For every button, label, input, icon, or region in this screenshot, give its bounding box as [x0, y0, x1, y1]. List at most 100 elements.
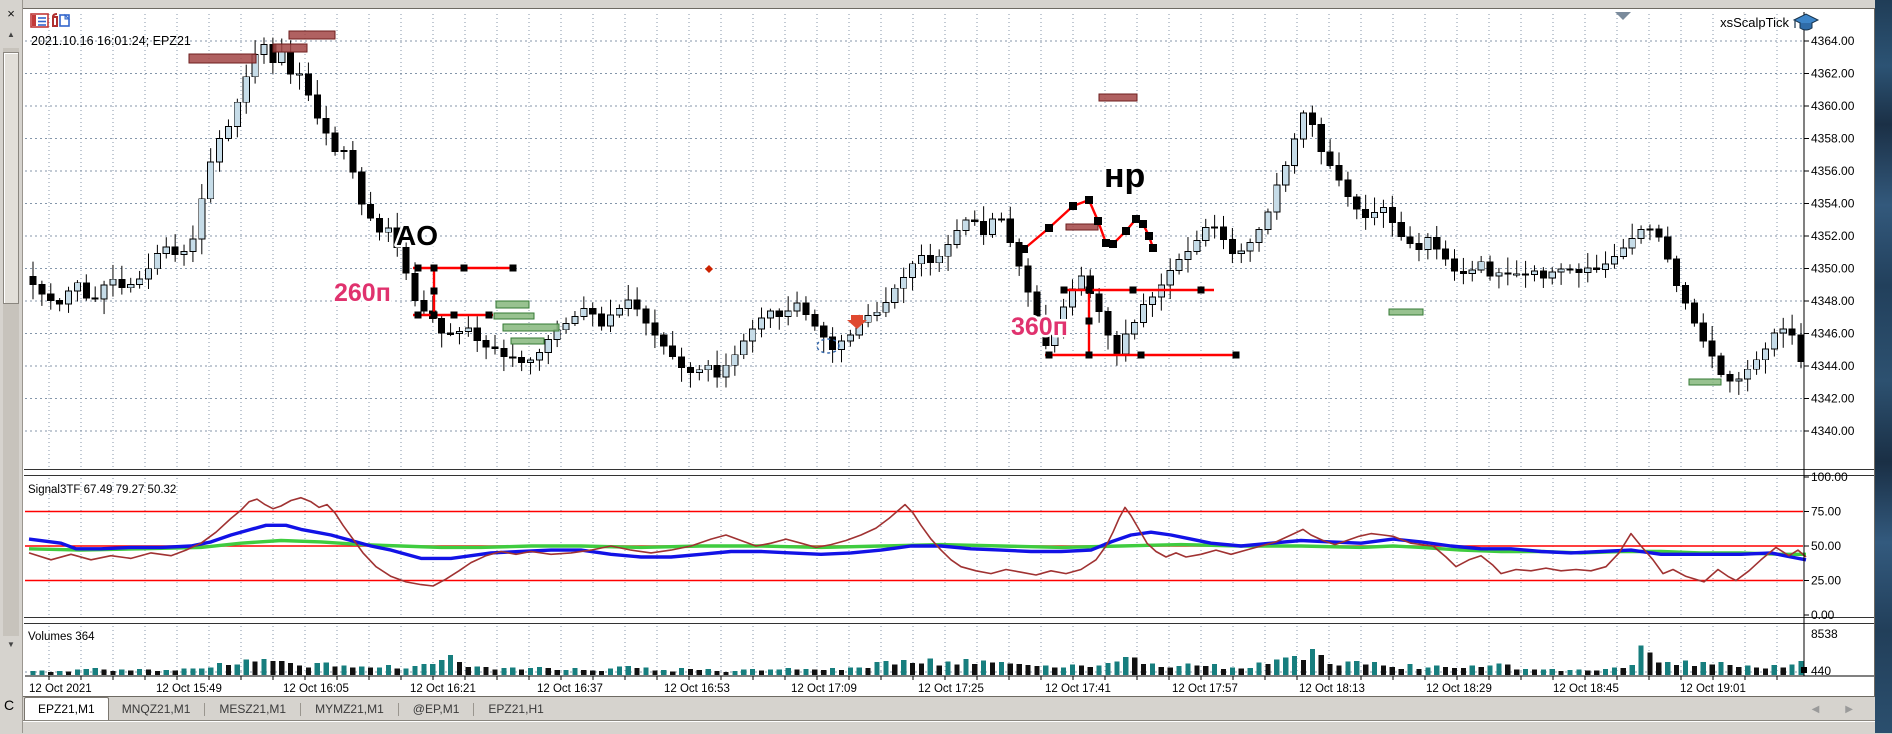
docked-panel-strip: × ▲ ▼ C [0, 0, 23, 733]
tab-ep-m1[interactable]: @EP,M1 [412, 701, 460, 716]
drag-handle [485, 311, 493, 319]
annotation-text: AO [396, 220, 438, 251]
drag-handle [450, 311, 458, 319]
time-tick-label: 12 Oct 17:25 [918, 683, 984, 695]
oscillator-line-fast [28, 496, 1807, 587]
drag-handle [1149, 244, 1157, 252]
price-tick-label: 4352.00 [1811, 229, 1855, 243]
time-tick-label: 12 Oct 17:09 [791, 683, 857, 695]
highlight-ellipse [816, 338, 840, 354]
desktop-background [1875, 0, 1892, 733]
AO-tool[interactable] [413, 264, 517, 319]
tab-scroll-right-icon[interactable]: ▶ [1845, 703, 1853, 715]
scrollbar-track[interactable] [3, 48, 19, 636]
drag-handle [1085, 317, 1093, 325]
tab-scroll-left-icon[interactable]: ◀ [1811, 703, 1820, 715]
candlestick-series [29, 37, 1805, 395]
tab-separator [300, 702, 302, 716]
volume-panel: Volumes 364 [28, 631, 1804, 675]
drag-handle [509, 264, 517, 272]
drag-handle [1045, 351, 1053, 359]
tab-epz21-h1[interactable]: EPZ21,H1 [488, 701, 544, 716]
time-tick-label: 12 Oct 17:57 [1172, 683, 1238, 695]
right-shift-triangle-icon [1615, 12, 1631, 20]
drag-handle [1122, 227, 1130, 235]
time-tick-label: 12 Oct 16:53 [664, 683, 730, 695]
price-tick-label: 4354.00 [1811, 197, 1855, 211]
price-tick-label: 4340.00 [1811, 424, 1855, 438]
scroll-down-icon[interactable]: ▼ [7, 640, 15, 649]
360-tool[interactable] [1045, 286, 1240, 359]
price-tick-label: 4348.00 [1811, 294, 1855, 308]
time-tick-label: 12 Oct 16:05 [283, 683, 349, 695]
drag-handle [1129, 286, 1137, 294]
tab-separator [397, 702, 399, 716]
zigzag-tool[interactable] [1020, 196, 1157, 253]
drag-handle [430, 287, 438, 295]
drag-handle [1069, 202, 1077, 210]
close-icon[interactable]: × [7, 6, 15, 21]
drag-handle [1132, 215, 1140, 223]
tab-separator [204, 702, 206, 716]
tab-mymz21-m1[interactable]: MYMZ21,M1 [315, 701, 384, 716]
drag-handle [1020, 245, 1028, 253]
drag-handle [1085, 196, 1093, 204]
time-tick-label: 12 Oct 15:49 [156, 683, 222, 695]
price-axis: 4340.00 4342.00 4344.00 4346.00 4348.00 4350.… [1801, 34, 1855, 678]
volume-label: Volumes 364 [28, 631, 95, 643]
tab-mesz21-m1[interactable]: MESZ21,M1 [219, 701, 287, 716]
time-tick-label: 12 Oct 19:01 [1680, 683, 1746, 695]
volume-current-marker [1801, 667, 1807, 673]
sell-arrow-icon [847, 315, 867, 329]
drag-handle [430, 311, 438, 319]
chart-timestamp: 2021.10.16 16:01:24; EPZ21 [31, 34, 191, 48]
time-axis: 12 Oct 2021 12 Oct 15:49 12 Oct 16:05 12 Oc… [29, 676, 1778, 695]
chart-template-icon[interactable] [52, 13, 71, 27]
annotation-text: нр [1104, 157, 1145, 195]
drag-handle [1145, 232, 1153, 240]
time-tick-label: 12 Oct 16:21 [410, 683, 476, 695]
drag-handle [414, 264, 422, 272]
drag-handle [1137, 351, 1145, 359]
drag-handle [1085, 286, 1093, 294]
drag-handle [1197, 286, 1205, 294]
drag-handle [1232, 351, 1240, 359]
oscillator-tick-label: 100.00 [1811, 470, 1848, 484]
price-tick-label: 4360.00 [1811, 99, 1855, 113]
scroll-up-icon[interactable]: ▲ [7, 30, 15, 39]
oscillator-tick-label: 75.00 [1811, 505, 1841, 519]
price-tick-label: 4346.00 [1811, 327, 1855, 341]
drag-handle [1139, 220, 1147, 228]
time-tick-label: 12 Oct 18:29 [1426, 683, 1492, 695]
oscillator-panel: Signal3TF 67.49 79.27 50.32 [25, 484, 1807, 587]
oscillator-line-medium [28, 523, 1807, 562]
tab-mnqz21-m1[interactable]: MNQZ21,M1 [121, 701, 191, 716]
annotation-text: 360п [1011, 313, 1068, 341]
tab-epz21-m1[interactable]: EPZ21,M1 [24, 696, 109, 722]
price-tick-label: 4356.00 [1811, 164, 1855, 178]
chart-header: 2021.10.16 16:01:24; EPZ21 xsScalpTick [30, 13, 1820, 48]
panel-splitters [24, 12, 1874, 677]
drag-handle [1060, 286, 1068, 294]
drag-handle [430, 264, 438, 272]
drag-handle [414, 311, 422, 319]
drag-handle [1109, 240, 1117, 248]
volume-current-label: 440 [1811, 664, 1831, 678]
oscillator-tick-label: 25.00 [1811, 574, 1841, 588]
drag-handle [1085, 351, 1093, 359]
status-strip [22, 721, 1875, 734]
volume-max-label: 8538 [1811, 627, 1838, 641]
scrollbar-thumb[interactable] [3, 52, 19, 304]
price-tick-label: 4362.00 [1811, 67, 1855, 81]
price-tick-label: 4342.00 [1811, 392, 1855, 406]
tab-separator [473, 702, 475, 716]
time-tick-label: 12 Oct 18:13 [1299, 683, 1365, 695]
chart-grid-icon[interactable] [30, 13, 49, 28]
indicator-badge-label: xsScalpTick [1720, 15, 1789, 30]
drawing-tools[interactable] [413, 196, 1240, 359]
oscillator-tick-label: 50.00 [1811, 539, 1841, 553]
price-tick-label: 4344.00 [1811, 359, 1855, 373]
oscillator-tick-label: 0.00 [1811, 608, 1835, 622]
